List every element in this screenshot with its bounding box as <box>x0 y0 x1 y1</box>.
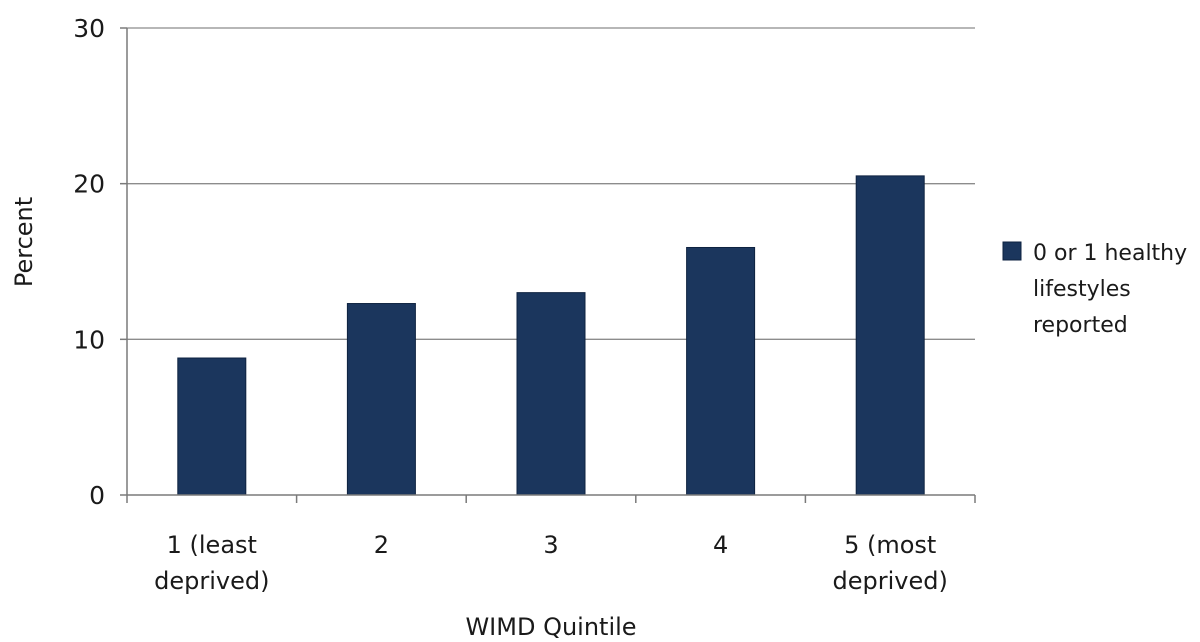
x-tick-label: 3 <box>543 531 558 559</box>
x-tick-label: 4 <box>713 531 728 559</box>
x-tick-label: 5 (most deprived) <box>833 531 948 595</box>
bar <box>686 246 756 496</box>
legend-swatch <box>1002 241 1022 261</box>
x-tick-label: 2 <box>374 531 389 559</box>
y-tick-label: 30 <box>73 14 105 43</box>
bar <box>516 292 586 496</box>
bar <box>855 175 925 496</box>
x-axis-label: WIMD Quintile <box>465 613 636 641</box>
bars <box>177 175 925 496</box>
legend-label: 0 or 1 healthy lifestyles reported <box>1033 241 1187 338</box>
y-tick-label: 10 <box>73 325 105 354</box>
x-tick-label: 1 (least deprived) <box>154 531 269 595</box>
legend: 0 or 1 healthy lifestyles reported <box>1002 241 1187 338</box>
bar <box>346 303 416 496</box>
y-axis-label: Percent <box>10 197 38 287</box>
y-tick-label: 20 <box>73 170 105 199</box>
x-category-labels: 1 (least deprived) 2 3 4 5 (most deprived) <box>154 531 948 595</box>
y-tick-labels: 0 10 20 30 <box>73 14 105 510</box>
bar <box>177 357 247 496</box>
y-tick-label: 0 <box>89 481 105 510</box>
axes <box>120 27 976 503</box>
